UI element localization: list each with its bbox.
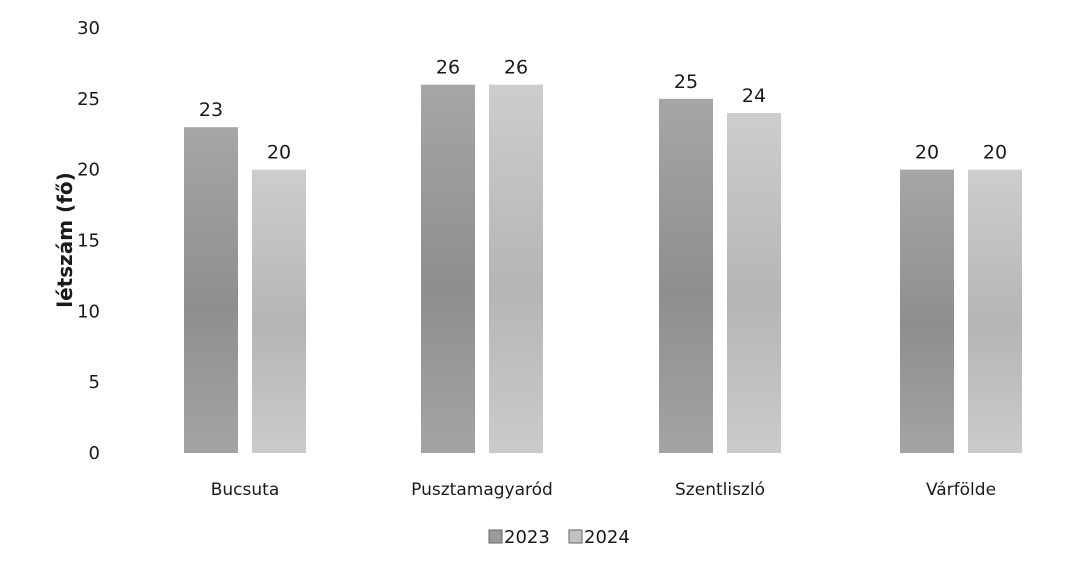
x-tick-label: Bucsuta [211,480,280,500]
bar-2023-pusztamagyaród [421,84,475,454]
data-label: 20 [915,142,939,164]
bars [184,84,1022,454]
legend-swatch [568,529,583,544]
y-tick-label: 15 [77,231,100,252]
legend: 2023 2024 [488,527,630,548]
bar-2023-szentliszló [659,98,713,453]
bar-2023-bucsuta [184,127,238,454]
data-label: 26 [504,57,528,79]
y-tick-label: 0 [89,443,100,464]
data-label: 20 [267,142,291,164]
bar-2024-bucsuta [252,169,306,453]
data-label: 24 [742,85,766,107]
y-tick-label: 30 [77,18,100,39]
x-tick-label: Pusztamagyaród [411,480,553,500]
bar-2024-szentliszló [727,113,781,453]
data-label: 26 [436,57,460,79]
bar-2024-várfölde [968,169,1022,453]
data-label: 23 [199,99,223,121]
y-axis-ticks: 0 5 10 15 20 25 30 [77,18,100,464]
legend-swatch [488,529,503,544]
bar-2023-várfölde [900,169,954,453]
y-tick-label: 25 [77,89,100,110]
data-label: 20 [983,142,1007,164]
y-tick-label: 10 [77,301,100,322]
legend-label: 2023 [504,527,550,548]
x-tick-label: Várfölde [926,480,996,500]
bar-2024-pusztamagyaród [489,84,543,454]
y-axis-title: létszám (fő) [53,172,77,308]
legend-label: 2024 [584,527,630,548]
y-tick-label: 5 [89,372,100,393]
category-labels: Bucsuta Pusztamagyaród Szentliszló Várfölde [211,480,996,500]
data-label: 25 [674,71,698,93]
y-tick-label: 20 [77,160,100,181]
value-labels: 23 26 25 20 20 26 24 20 [199,57,1007,164]
x-tick-label: Szentliszló [675,480,765,500]
